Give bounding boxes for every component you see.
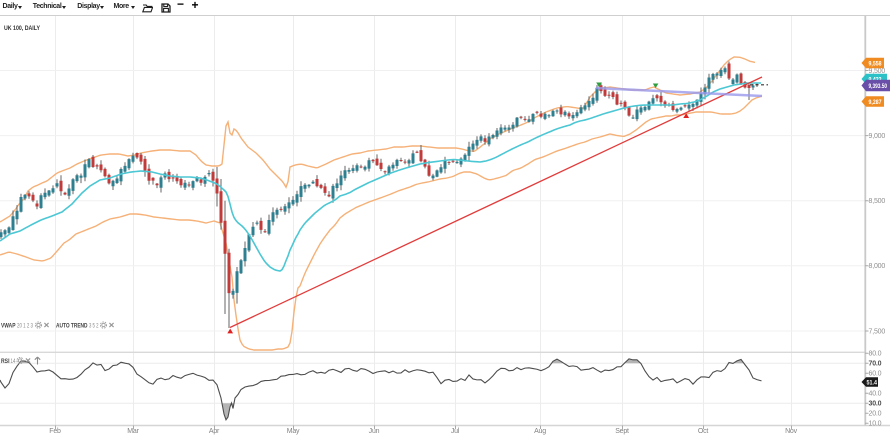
svg-text:9,393.50: 9,393.50: [869, 83, 888, 90]
svg-text:20.0: 20.0: [869, 411, 882, 418]
svg-text:Sept: Sept: [615, 428, 629, 435]
svg-text:Apr: Apr: [209, 428, 220, 435]
svg-text:9,000: 9,000: [869, 133, 886, 140]
svg-text:Nov: Nov: [785, 428, 798, 435]
svg-text:7,500: 7,500: [869, 328, 886, 335]
svg-text:VWAP: VWAP: [1, 323, 16, 330]
svg-text:60.0: 60.0: [869, 371, 882, 378]
svg-text:Feb: Feb: [49, 428, 61, 435]
svg-text:Mar: Mar: [127, 428, 139, 435]
svg-text:May: May: [287, 428, 300, 435]
svg-text:51.4: 51.4: [867, 379, 878, 386]
svg-text:30.0: 30.0: [869, 401, 882, 408]
svg-text:10.0: 10.0: [869, 421, 882, 428]
svg-text:RSI: RSI: [1, 358, 10, 365]
svg-text:Jul: Jul: [451, 428, 460, 435]
svg-text:40.0: 40.0: [869, 391, 882, 398]
svg-text:AUTO TREND: AUTO TREND: [56, 323, 88, 330]
svg-text:Jun: Jun: [369, 428, 380, 435]
svg-text:Oct: Oct: [698, 428, 709, 435]
svg-text:9,558: 9,558: [869, 60, 882, 67]
svg-text:70.0: 70.0: [869, 361, 882, 368]
svg-text:80.0: 80.0: [869, 351, 882, 358]
svg-text:8,000: 8,000: [869, 263, 886, 270]
svg-text:9,287: 9,287: [869, 99, 882, 106]
svg-text:20 1 2 3: 20 1 2 3: [17, 323, 33, 330]
svg-text:8,500: 8,500: [869, 198, 886, 205]
svg-text:3 5 2: 3 5 2: [89, 323, 99, 330]
svg-text:Aug: Aug: [534, 428, 546, 435]
svg-text:UK 100, DAILY: UK 100, DAILY: [4, 25, 40, 32]
svg-text:14: 14: [11, 358, 16, 365]
